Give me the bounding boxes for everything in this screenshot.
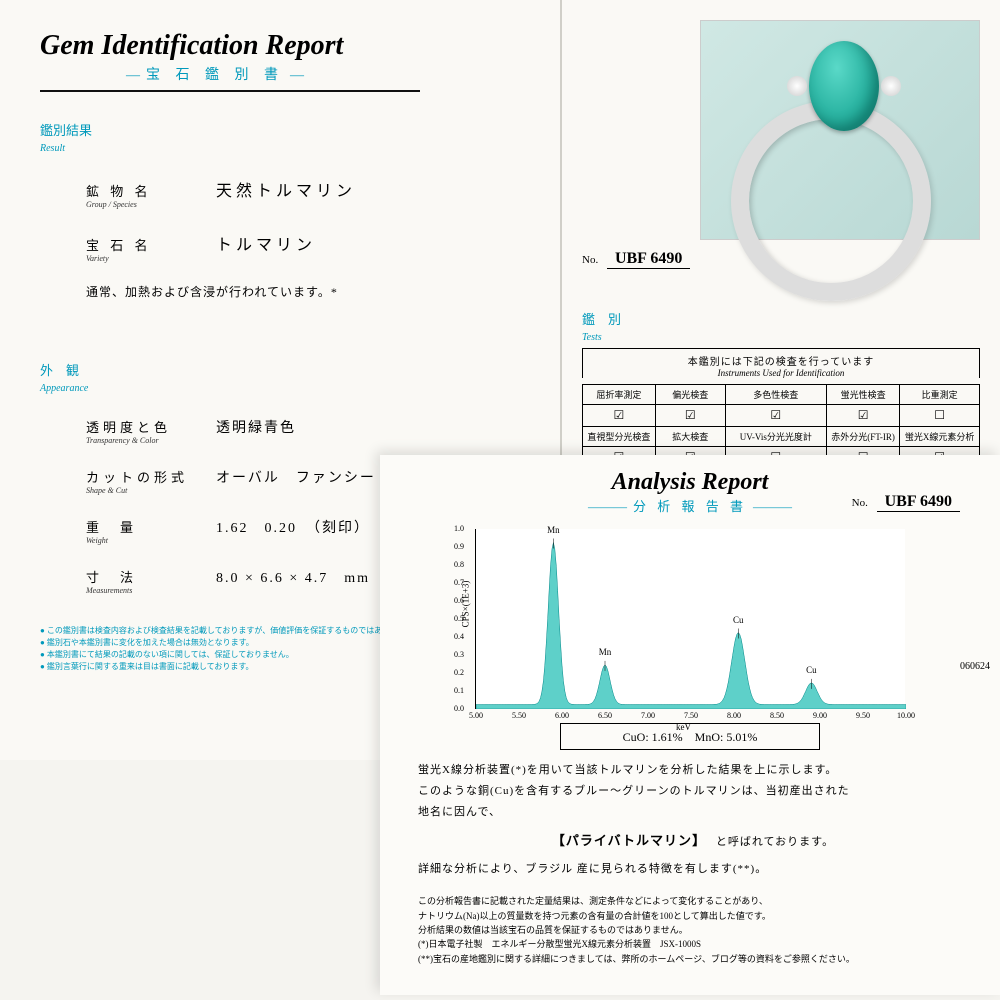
- chart-ytick: 0.8: [454, 560, 464, 569]
- chart-xtick: 10.00: [897, 711, 915, 720]
- test-label: 拡大検査: [655, 427, 725, 447]
- chart-ytick: 0.2: [454, 668, 464, 677]
- footnote-line: この分析報告書に記載された定量結果は、測定条件などによって変化することがあり、: [418, 894, 962, 908]
- field-color-value: 透明緑青色: [216, 417, 296, 437]
- peak-label: Cu: [733, 615, 744, 625]
- chart-svg: [476, 529, 906, 709]
- analysis-footnotes: この分析報告書に記載された定量結果は、測定条件などによって変化することがあり、 …: [418, 894, 962, 966]
- field-variety: 宝 石 名 Variety トルマリン: [86, 231, 520, 263]
- report-title: Gem Identification Report: [40, 30, 520, 62]
- field-group-value: 天然トルマリン: [216, 177, 356, 201]
- check-on-icon: ☑: [826, 405, 899, 427]
- treatment-note: 通常、加熱および含浸が行われています。*: [86, 283, 520, 300]
- chart-ytick: 0.3: [454, 650, 464, 659]
- ring-sidestone-icon: [881, 76, 901, 96]
- analysis-code: 060624: [960, 661, 990, 672]
- test-label: UV-Vis分光光度計: [725, 427, 826, 447]
- chart-ytick: 0.5: [454, 614, 464, 623]
- field-variety-label: 宝 石 名 Variety: [86, 235, 196, 263]
- chart-ytick: 1.0: [454, 524, 464, 533]
- chart-xtick: 7.50: [684, 711, 698, 720]
- section-tests: 鑑 別 Tests: [582, 309, 980, 344]
- tests-header-en: Instruments Used for Identification: [583, 368, 979, 378]
- peak-label: Cu: [806, 665, 817, 675]
- analysis-title: Analysis Report: [404, 469, 976, 496]
- check-on-icon: ☑: [583, 405, 656, 427]
- footnote-line: (**)宝石の産地鑑別に関する詳細につきましては、弊所のホームページ、ブログ等の…: [418, 952, 962, 966]
- test-label: 比重測定: [900, 385, 980, 405]
- section-result-en: Result: [40, 143, 65, 154]
- analysis-origin: 詳細な分析により、ブラジル 産に見られる特徴を有します(**)。: [418, 859, 962, 880]
- chart-ytick: 0.0: [454, 704, 464, 713]
- test-label: 直視型分光検査: [583, 427, 656, 447]
- chart-xtick: 5.50: [512, 711, 526, 720]
- footnote-line: ナトリウム(Na)以上の質量数を持つ元素の含有量の合計値を100として算出した値…: [418, 909, 962, 923]
- check-off-icon: ☐: [900, 405, 980, 427]
- section-result-jp: 鑑別結果: [40, 123, 92, 138]
- footnote-line: 分析結果の数値は当該宝石の品質を保証するものではありません。: [418, 923, 962, 937]
- field-variety-value: トルマリン: [216, 231, 316, 255]
- analysis-number-value: UBF 6490: [877, 493, 960, 512]
- test-label: 蛍光性検査: [826, 385, 899, 405]
- tests-header-jp: 本鑑別には下記の検査を行っています: [583, 353, 979, 368]
- chart-xtick: 8.50: [770, 711, 784, 720]
- test-label: 屈折率測定: [583, 385, 656, 405]
- ring-band-icon: [731, 101, 931, 301]
- chart-xtick: 5.00: [469, 711, 483, 720]
- test-label: 多色性検査: [725, 385, 826, 405]
- analysis-line: このような銅(Cu)を含有するブルー〜グリーンのトルマリンは、当初産出された: [418, 781, 962, 802]
- peak-label: Mn: [599, 647, 612, 657]
- chart-xtick: 7.00: [641, 711, 655, 720]
- field-weight-value: 1.62 0.20 （刻印）: [216, 517, 370, 537]
- section-result: 鑑別結果 Result: [40, 120, 520, 155]
- analysis-body: 蛍光X線分析装置(*)を用いて当該トルマリンを分析した結果を上に示します。 この…: [418, 760, 962, 880]
- chart-x-label: keV: [676, 722, 691, 732]
- section-appearance-jp: 外 観: [40, 363, 79, 378]
- report-subtitle: 宝 石 鑑 別 書: [120, 64, 520, 84]
- ring-gem-icon: [809, 41, 879, 131]
- footnote-line: (*)日本電子社製 エネルギー分散型蛍光X線元素分析装置 JSX-1000S: [418, 937, 962, 951]
- ring-photo: [700, 20, 980, 240]
- field-group: 鉱 物 名 Group / Species 天然トルマリン: [86, 177, 520, 209]
- chart-ytick: 0.6: [454, 596, 464, 605]
- analysis-number: No. UBF 6490: [852, 493, 960, 512]
- field-group-label: 鉱 物 名 Group / Species: [86, 181, 196, 209]
- report-number-value: UBF 6490: [607, 250, 690, 269]
- field-color: 透明度と色 Transparency & Color 透明緑青色: [86, 417, 520, 445]
- xrf-chart: CPS×(1E+3) keV 0.00.10.20.30.40.50.60.70…: [475, 529, 905, 709]
- check-on-icon: ☑: [655, 405, 725, 427]
- check-on-icon: ☑: [725, 405, 826, 427]
- chart-xtick: 6.00: [555, 711, 569, 720]
- peak-label: Mn: [547, 525, 560, 535]
- analysis-line: 蛍光X線分析装置(*)を用いて当該トルマリンを分析した結果を上に示します。: [418, 760, 962, 781]
- chart-xtick: 8.00: [727, 711, 741, 720]
- analysis-report-page: Analysis Report 分 析 報 告 書 No. UBF 6490 0…: [380, 455, 1000, 995]
- gem-trade-name: パライバトルマリン: [552, 833, 706, 848]
- chart-xtick: 9.50: [856, 711, 870, 720]
- chart-ytick: 0.9: [454, 542, 464, 551]
- ring-sidestone-icon: [787, 76, 807, 96]
- chart-xtick: 9.00: [813, 711, 827, 720]
- chart-ytick: 0.4: [454, 632, 464, 641]
- analysis-line: 地名に因んで、: [418, 806, 501, 818]
- title-rule: [40, 90, 420, 92]
- chart-ytick: 0.1: [454, 686, 464, 695]
- field-meas-value: 8.0 × 6.6 × 4.7 mm: [216, 567, 370, 587]
- test-label: 蛍光X線元素分析: [900, 427, 980, 447]
- section-appearance: 外 観 Appearance: [40, 360, 520, 395]
- test-label: 偏光検査: [655, 385, 725, 405]
- test-label: 赤外分光(FT-IR): [826, 427, 899, 447]
- chart-ytick: 0.7: [454, 578, 464, 587]
- section-appearance-en: Appearance: [40, 383, 88, 394]
- chart-xtick: 6.50: [598, 711, 612, 720]
